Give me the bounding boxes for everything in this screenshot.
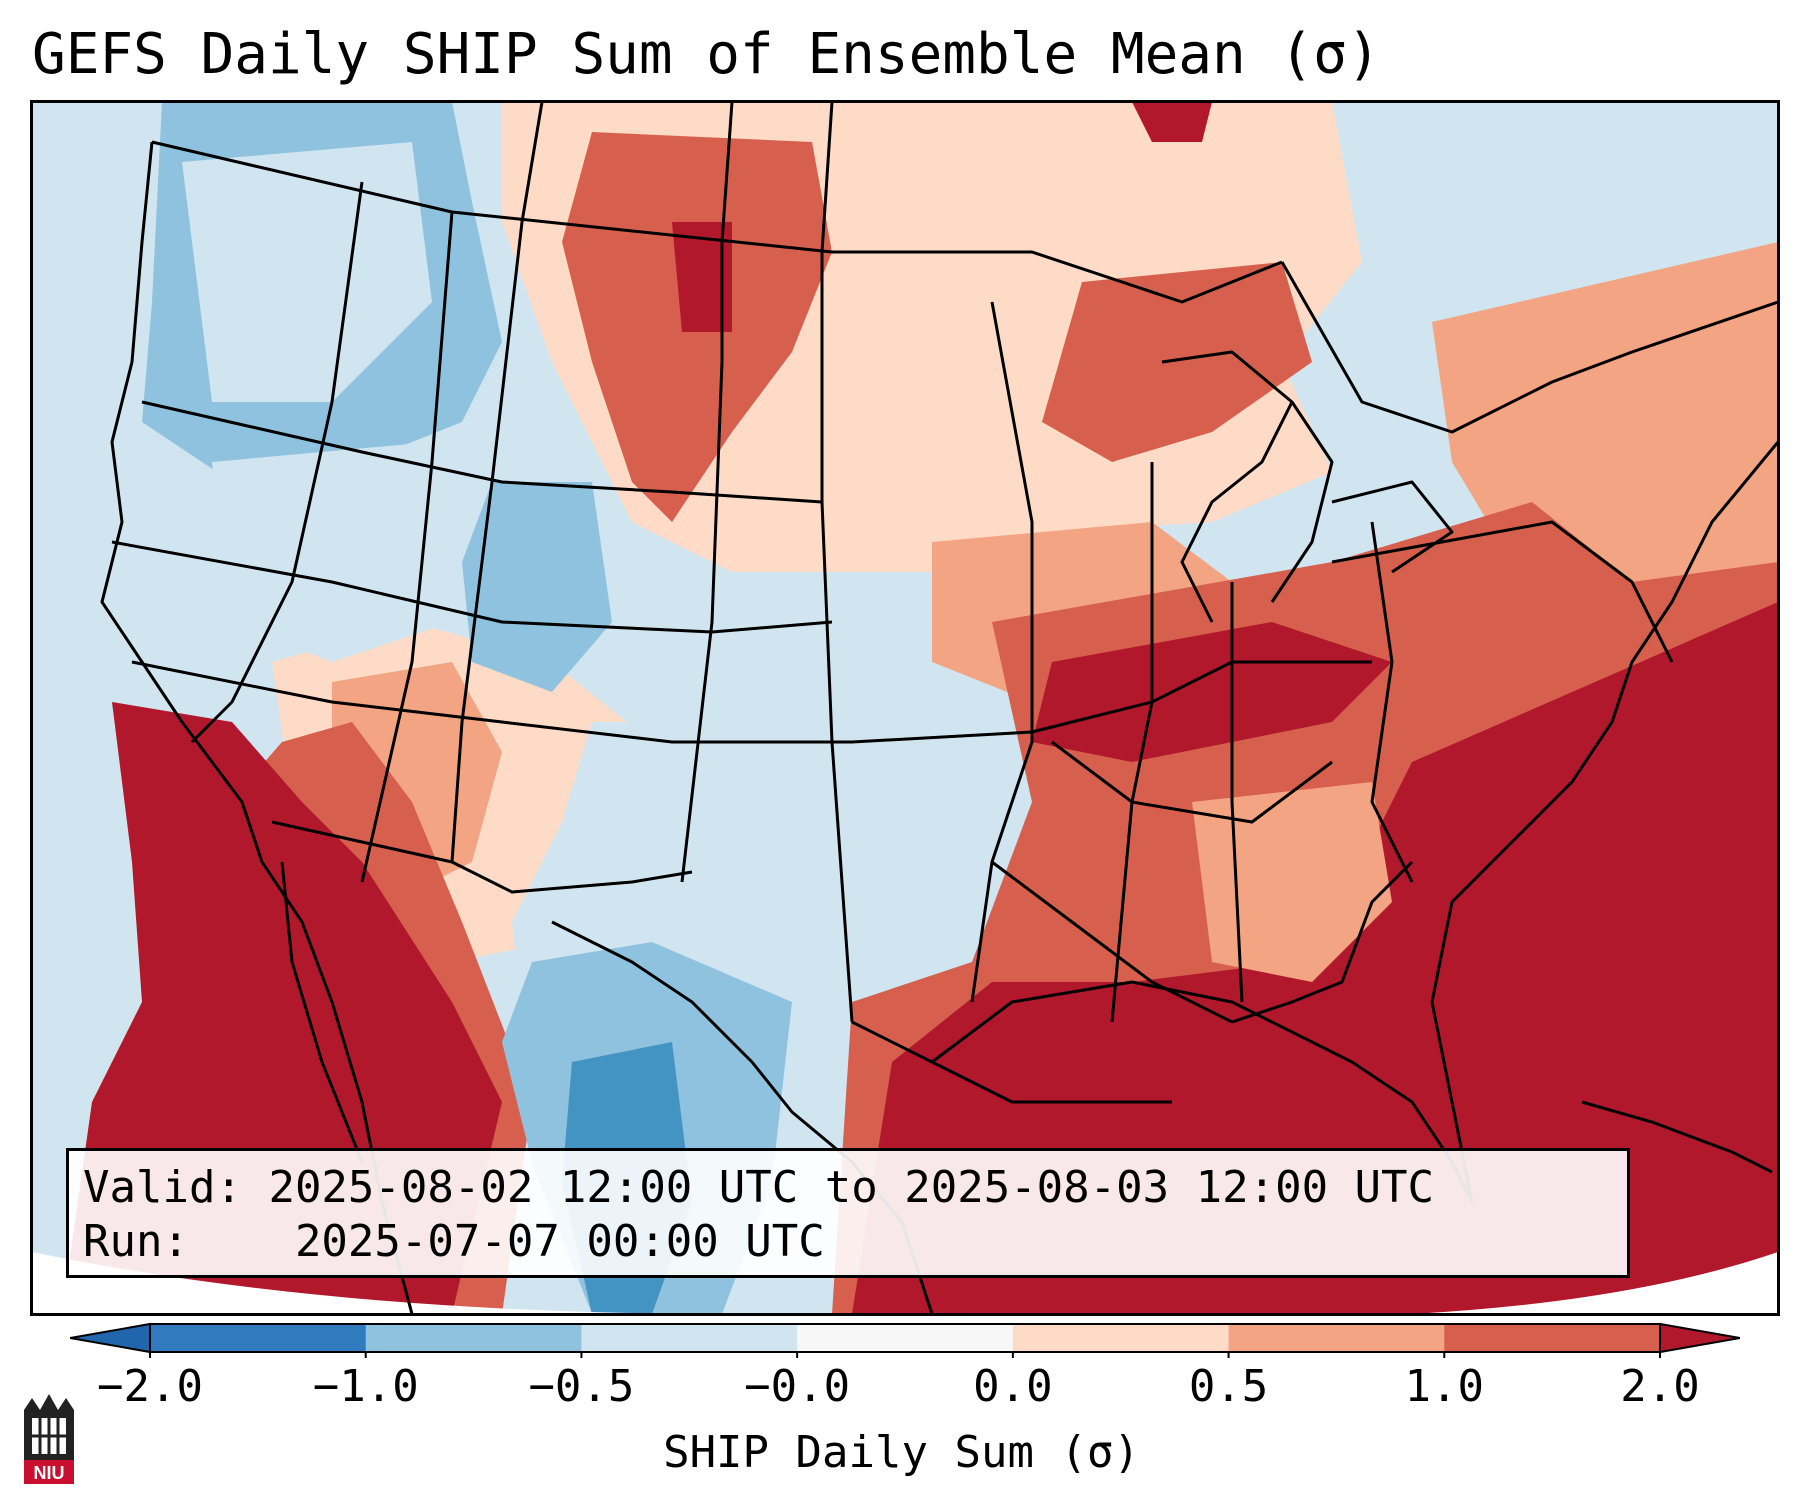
niu-logo: NIU [24,1394,74,1484]
valid-label: Valid: [83,1162,242,1213]
field-wyoming-hot [672,222,732,332]
logo-text: NIU [34,1463,65,1483]
colorbar-over-arrow [1659,1322,1740,1354]
field-hudson-hot [1132,102,1212,142]
projection-edge-right [1412,1252,1778,1314]
colorbar [70,1322,1740,1358]
field-tennessee-hot [1032,622,1392,762]
run-value: 2025-07-07 00:00 UTC [294,1216,825,1267]
valid-run-info-box: Valid: 2025-08-02 12:00 UTC to 2025-08-0… [66,1148,1630,1278]
field-upper-lakes-warm [1042,262,1312,462]
map-panel [30,100,1780,1316]
valid-value: 2025-08-02 12:00 UTC to 2025-08-03 12:00… [268,1162,1435,1213]
colorbar-bin-6 [1444,1324,1661,1352]
colorbar-bin-0 [150,1324,367,1352]
field-great-basin-light [212,442,452,662]
colorbar-tick-label-4: 0.0 [973,1361,1053,1412]
colorbar-tick-label-1: −1.0 [312,1361,419,1412]
colorbar-bin-4 [1012,1324,1230,1352]
field-northwest-light [182,142,432,402]
colorbar-under-arrow [70,1322,151,1354]
colorbar-label: SHIP Daily Sum (σ) [663,1427,1140,1478]
colorbar-tick-label-7: 2.0 [1620,1361,1700,1412]
map-title: GEFS Daily SHIP Sum of Ensemble Mean (σ) [32,22,1381,87]
field-georgia-orange [1192,782,1392,982]
colorbar-tick-label-6: 1.0 [1404,1361,1485,1412]
state-boundaries [111,102,1778,1104]
run-label: Run: [83,1216,189,1267]
colorbar-tick-label-3: −0.0 [744,1361,851,1412]
colorbar-tick-label-2: −0.5 [528,1361,635,1412]
colorbar-bin-1 [365,1324,582,1352]
colorbar-bin-5 [1228,1324,1445,1352]
colorbar-tick-label-5: 0.5 [1188,1361,1269,1412]
projection-edge-left [32,1252,732,1314]
field-rockies-blue [462,482,612,692]
colorbar-bin-2 [581,1324,798,1352]
colorbar-bin-3 [797,1324,1014,1352]
colorbar-tick-label-0: −2.0 [97,1361,203,1412]
